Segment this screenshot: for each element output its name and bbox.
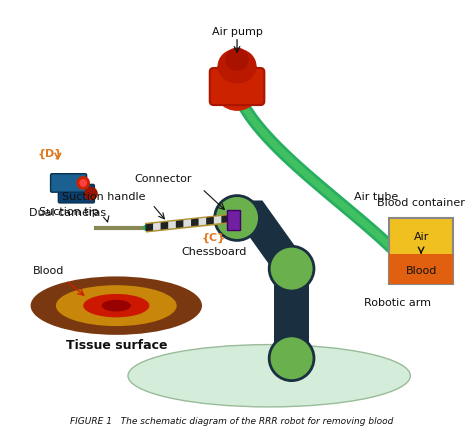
Polygon shape <box>153 223 161 230</box>
Polygon shape <box>223 201 311 269</box>
Text: Tissue surface: Tissue surface <box>65 339 167 352</box>
Ellipse shape <box>84 187 98 201</box>
Polygon shape <box>229 215 237 222</box>
Text: Connector: Connector <box>135 174 192 184</box>
Polygon shape <box>191 218 199 226</box>
Polygon shape <box>216 210 258 226</box>
FancyBboxPatch shape <box>389 218 453 284</box>
Ellipse shape <box>102 300 131 311</box>
FancyBboxPatch shape <box>228 210 240 230</box>
Ellipse shape <box>31 276 202 335</box>
Ellipse shape <box>76 176 90 190</box>
Polygon shape <box>206 217 214 225</box>
FancyBboxPatch shape <box>51 174 87 192</box>
Ellipse shape <box>215 196 259 240</box>
Text: {C}: {C} <box>201 232 226 242</box>
Text: FIGURE 1   The schematic diagram of the RRR robot for removing blood: FIGURE 1 The schematic diagram of the RR… <box>71 417 394 426</box>
Text: Blood: Blood <box>405 266 437 276</box>
Text: Air tube: Air tube <box>354 191 398 201</box>
Polygon shape <box>161 222 168 229</box>
Text: Suction tip: Suction tip <box>39 207 99 217</box>
Ellipse shape <box>212 56 263 111</box>
FancyBboxPatch shape <box>58 184 94 203</box>
Text: Air: Air <box>413 232 429 242</box>
Polygon shape <box>183 219 191 227</box>
Ellipse shape <box>56 285 177 326</box>
Polygon shape <box>274 273 309 358</box>
Text: Suction handle: Suction handle <box>62 191 146 201</box>
Ellipse shape <box>225 48 249 71</box>
Text: Blood: Blood <box>32 266 64 276</box>
Text: Dual cameras: Dual cameras <box>29 208 106 218</box>
Ellipse shape <box>128 344 410 407</box>
Ellipse shape <box>269 246 314 291</box>
FancyBboxPatch shape <box>210 68 264 105</box>
Ellipse shape <box>218 48 256 84</box>
Polygon shape <box>168 221 176 228</box>
Polygon shape <box>176 220 183 228</box>
Polygon shape <box>146 224 153 231</box>
Ellipse shape <box>83 294 149 317</box>
Text: {D}: {D} <box>37 149 63 159</box>
Ellipse shape <box>79 179 87 187</box>
Polygon shape <box>214 216 221 224</box>
Polygon shape <box>221 215 229 223</box>
Text: Robotic arm: Robotic arm <box>364 298 431 308</box>
Ellipse shape <box>269 336 314 381</box>
Polygon shape <box>199 218 206 225</box>
Text: Blood container: Blood container <box>377 198 465 208</box>
Text: Chessboard: Chessboard <box>181 247 246 257</box>
Text: Air pump: Air pump <box>211 27 263 37</box>
FancyBboxPatch shape <box>389 254 453 284</box>
